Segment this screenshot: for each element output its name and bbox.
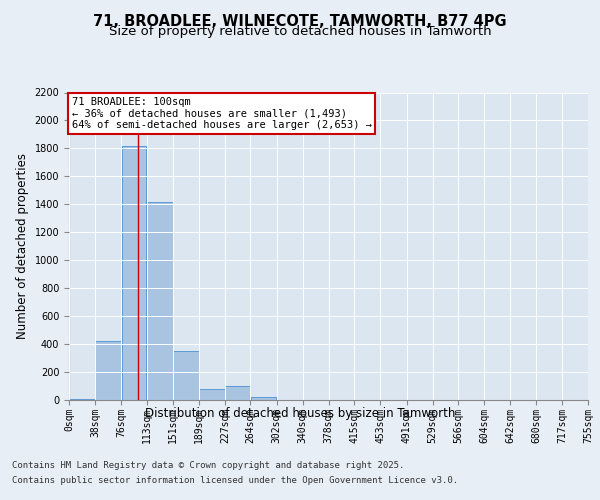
Text: Contains HM Land Registry data © Crown copyright and database right 2025.: Contains HM Land Registry data © Crown c… — [12, 461, 404, 470]
Bar — [226, 386, 250, 400]
Bar — [173, 351, 199, 400]
Text: Size of property relative to detached houses in Tamworth: Size of property relative to detached ho… — [109, 25, 491, 38]
Bar — [147, 202, 173, 400]
Text: 71, BROADLEE, WILNECOTE, TAMWORTH, B77 4PG: 71, BROADLEE, WILNECOTE, TAMWORTH, B77 4… — [93, 14, 507, 29]
Text: 71 BROADLEE: 100sqm
← 36% of detached houses are smaller (1,493)
64% of semi-det: 71 BROADLEE: 100sqm ← 36% of detached ho… — [71, 97, 371, 130]
Text: Distribution of detached houses by size in Tamworth: Distribution of detached houses by size … — [145, 408, 455, 420]
Y-axis label: Number of detached properties: Number of detached properties — [16, 153, 29, 339]
Bar — [199, 389, 225, 400]
Bar — [251, 397, 277, 400]
Bar — [122, 146, 146, 400]
Bar — [95, 342, 121, 400]
Text: Contains public sector information licensed under the Open Government Licence v3: Contains public sector information licen… — [12, 476, 458, 485]
